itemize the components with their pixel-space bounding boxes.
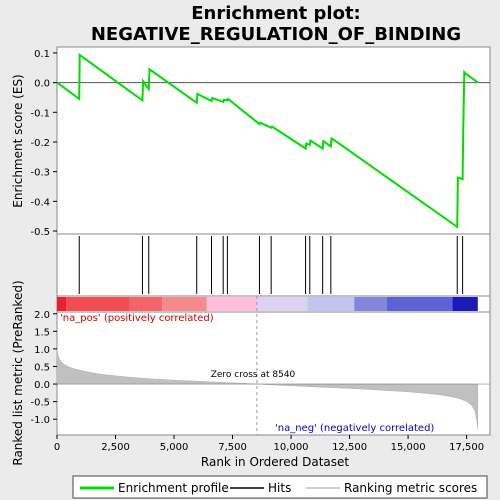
legend-enrichment-label: Enrichment profile	[118, 481, 229, 495]
metric-y-tick-label: -1.0	[30, 415, 50, 426]
zero-cross-label: Zero cross at 8540	[211, 370, 296, 380]
metric-x-axis: 0 2,500 5,000 7,500 10,000 12,500 15,000 17,500	[54, 435, 484, 453]
legend-box	[72, 475, 488, 499]
colorbar-segment	[387, 297, 453, 311]
colorbar-layer	[57, 297, 478, 311]
x-tick-label: 15,000	[391, 442, 426, 453]
es-y-tick-label: -0.4	[30, 197, 50, 208]
colorbar-segment	[354, 297, 388, 311]
es-y-axis: 0.1 0.0 -0.1 -0.2 -0.3 -0.4 -0.5	[30, 49, 57, 238]
metric-y-tick-label: 0.5	[34, 362, 50, 373]
x-tick-label: 17,500	[449, 442, 484, 453]
legend-hits-label: Hits	[268, 481, 291, 495]
neg-correlated-label: 'na_neg' (negatively correlated)	[275, 423, 434, 434]
colorbar-segment	[206, 297, 257, 311]
colorbar-segment	[57, 297, 67, 311]
es-y-tick-label: 0.0	[34, 79, 50, 90]
x-axis-label: Rank in Ordered Dataset	[201, 455, 349, 469]
hits-layer	[78, 236, 464, 294]
colorbar-segment	[256, 297, 308, 311]
metric-y-tick-label: 1.0	[34, 345, 50, 356]
enrichment-profile-line	[56, 53, 479, 229]
es-y-axis-label: Enrichment score (ES)	[11, 74, 25, 207]
metric-y-tick-label: 1.5	[34, 327, 50, 338]
ranking-metric-area	[56, 348, 479, 430]
pos-correlated-label: 'na_pos' (positively correlated)	[60, 313, 214, 324]
es-line-layer	[56, 53, 490, 229]
es-y-tick-label: -0.2	[30, 138, 50, 149]
hits-panel-bg	[56, 233, 491, 297]
x-tick-label: 7,500	[218, 442, 247, 453]
chart-title-line1: Enrichment plot:	[191, 3, 361, 24]
colorbar-segment	[452, 297, 478, 311]
x-tick-label: 2,500	[101, 442, 130, 453]
x-tick-label: 0	[54, 442, 60, 453]
x-tick-label: 12,500	[332, 442, 367, 453]
colorbar-segment	[162, 297, 207, 311]
metric-y-tick-label: 0.0	[34, 380, 50, 391]
chart-title-line2: NEGATIVE_REGULATION_OF_BINDING	[91, 24, 461, 45]
x-tick-label: 10,000	[274, 442, 309, 453]
metric-y-axis: 2.0 1.5 1.0 0.5 0.0 -0.5 -1.0	[30, 310, 57, 426]
colorbar-segment	[129, 297, 163, 311]
es-y-tick-label: -0.1	[30, 108, 50, 119]
es-y-tick-label: 0.1	[34, 49, 50, 60]
legend: Enrichment profile Hits Ranking metric s…	[72, 475, 488, 499]
colorbar-segment	[307, 297, 355, 311]
x-tick-label: 5,000	[160, 442, 189, 453]
es-panel-bg	[56, 46, 491, 235]
es-y-tick-label: -0.5	[30, 227, 50, 238]
colorbar-segment	[66, 297, 130, 311]
metric-y-axis-label: Ranked list metric (PreRanked)	[11, 280, 25, 465]
es-y-tick-label: -0.3	[30, 168, 50, 179]
legend-metric-label: Ranking metric scores	[344, 481, 477, 495]
metric-y-tick-label: 2.0	[34, 310, 50, 321]
metric-y-tick-label: -0.5	[30, 398, 50, 409]
metric-panel-bg	[56, 311, 491, 436]
metric-layer	[56, 296, 490, 435]
